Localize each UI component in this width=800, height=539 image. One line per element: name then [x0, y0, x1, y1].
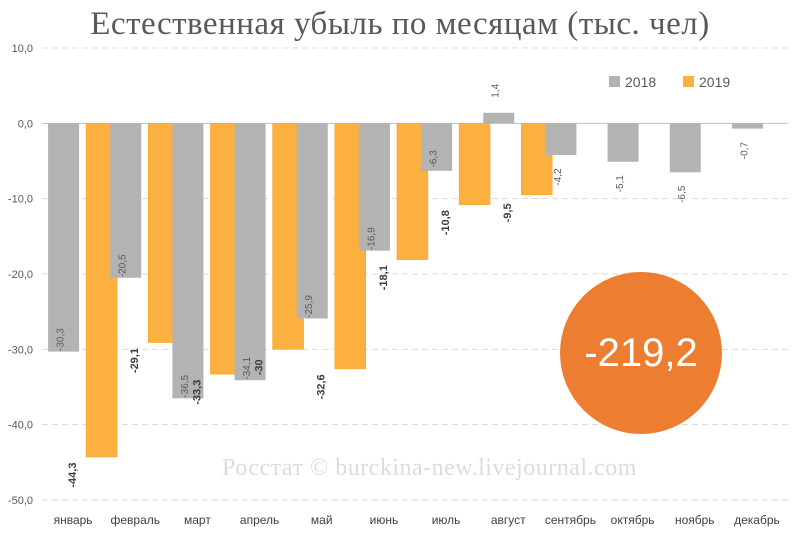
data-label-2019: -9,5 [502, 203, 514, 222]
bar-2018 [483, 112, 515, 124]
total-badge: -219,2 [560, 272, 722, 434]
y-tick-label: -20,0 [8, 269, 33, 281]
x-category-label: май [311, 513, 333, 527]
bar-2018 [296, 123, 328, 319]
chart-title: Естественная убыль по месяцам (тыс. чел) [90, 6, 710, 42]
data-labels: -30,3 -44,3 -20,5 -29,1 -36,5 -33,3 -34,1 -30 -2… [56, 83, 751, 487]
bar-2018 [607, 123, 639, 162]
x-category-label: март [184, 513, 211, 527]
x-category-label: январь [54, 513, 93, 527]
legend-label: 2019 [699, 74, 730, 90]
x-category-label: июль [432, 513, 461, 527]
data-label-2019: -18,1 [378, 265, 390, 290]
data-label-2018: -0,7 [739, 142, 750, 160]
bar-2018 [421, 123, 453, 171]
bar-2018 [731, 123, 763, 129]
y-tick-label: 10,0 [12, 43, 33, 55]
x-category-label: август [491, 513, 526, 527]
data-label-2019: -29,1 [129, 348, 141, 373]
data-label-2018: -30,3 [56, 328, 67, 351]
data-label-2019: -44,3 [67, 463, 79, 488]
data-label-2018: -34,1 [242, 356, 253, 379]
legend-swatch [609, 76, 620, 87]
data-label-2018: -6,5 [677, 185, 688, 203]
data-label-2018: -36,5 [180, 374, 191, 397]
data-label-2019: -32,6 [316, 374, 328, 399]
data-label-2018: 1,4 [491, 83, 502, 97]
y-tick-label: -30,0 [8, 344, 33, 356]
legend-swatch [683, 76, 694, 87]
data-label-2018: -5,1 [615, 175, 626, 193]
legend-label: 2018 [625, 74, 656, 90]
bar-2019 [458, 123, 491, 205]
y-tick-label: -40,0 [8, 420, 33, 432]
y-tick-label: -10,0 [8, 194, 33, 206]
data-label-2018: -25,9 [304, 295, 315, 318]
bars [48, 112, 763, 458]
data-label-2018: -4,2 [553, 168, 564, 186]
legend: 2018 2019 [609, 74, 730, 90]
x-category-label: июнь [370, 513, 399, 527]
bar-2018 [358, 123, 390, 251]
data-label-2018: -6,3 [429, 150, 440, 168]
y-tick-label: -50,0 [8, 495, 33, 507]
data-label-2019: -30 [254, 359, 266, 375]
x-category-label: октябрь [611, 513, 655, 527]
x-category-label: апрель [240, 513, 279, 527]
data-label-2018: -20,5 [118, 254, 129, 277]
x-category-label: февраль [110, 513, 160, 527]
bar-2018 [172, 123, 204, 399]
y-tick-label: 0,0 [18, 118, 33, 130]
bar-2018 [545, 123, 577, 155]
x-category-label: ноябрь [675, 513, 715, 527]
y-axis-tick-labels: 10,0 0,0 -10,0 -20,0 -30,0 -40,0 -50,0 [8, 43, 33, 507]
data-label-2019: -10,8 [440, 210, 452, 235]
x-axis-category-labels: январь февраль март апрель май июнь июль август… [54, 513, 780, 527]
bar-2018 [234, 123, 266, 381]
data-label-2018: -16,9 [366, 227, 377, 250]
data-label-2019: -33,3 [191, 380, 203, 405]
bar-2018 [669, 123, 701, 173]
bar-2018 [110, 123, 142, 278]
watermark: Росстат © burckina-new.livejournal.com [222, 455, 637, 481]
x-category-label: декабрь [734, 513, 780, 527]
bar-2018 [48, 123, 80, 352]
x-category-label: сентябрь [545, 513, 596, 527]
